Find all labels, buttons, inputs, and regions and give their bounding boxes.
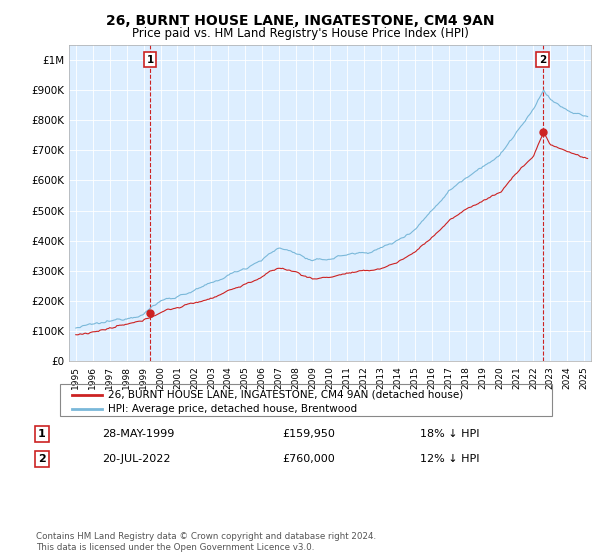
Text: £760,000: £760,000 bbox=[282, 454, 335, 464]
Text: 1: 1 bbox=[146, 55, 154, 65]
Text: Price paid vs. HM Land Registry's House Price Index (HPI): Price paid vs. HM Land Registry's House … bbox=[131, 27, 469, 40]
Text: 2: 2 bbox=[539, 55, 546, 65]
Text: 26, BURNT HOUSE LANE, INGATESTONE, CM4 9AN: 26, BURNT HOUSE LANE, INGATESTONE, CM4 9… bbox=[106, 14, 494, 28]
Text: HPI: Average price, detached house, Brentwood: HPI: Average price, detached house, Bren… bbox=[108, 404, 357, 414]
Text: Contains HM Land Registry data © Crown copyright and database right 2024.
This d: Contains HM Land Registry data © Crown c… bbox=[36, 532, 376, 552]
Text: £159,950: £159,950 bbox=[282, 429, 335, 439]
Text: 28-MAY-1999: 28-MAY-1999 bbox=[102, 429, 175, 439]
Text: 12% ↓ HPI: 12% ↓ HPI bbox=[420, 454, 479, 464]
Text: 26, BURNT HOUSE LANE, INGATESTONE, CM4 9AN (detached house): 26, BURNT HOUSE LANE, INGATESTONE, CM4 9… bbox=[108, 390, 463, 400]
Text: 18% ↓ HPI: 18% ↓ HPI bbox=[420, 429, 479, 439]
Text: 2: 2 bbox=[38, 454, 46, 464]
Text: 1: 1 bbox=[38, 429, 46, 439]
Text: 20-JUL-2022: 20-JUL-2022 bbox=[102, 454, 170, 464]
